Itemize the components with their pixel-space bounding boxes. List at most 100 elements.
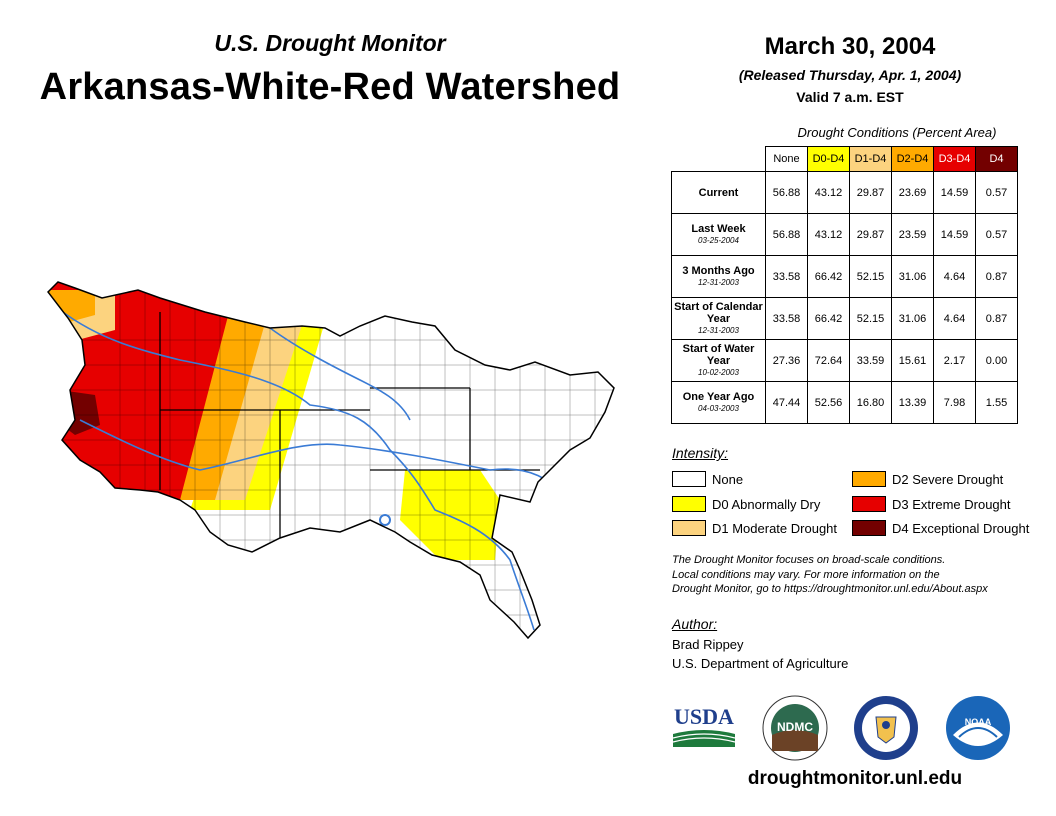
table-row: Start of Calendar Year 12-31-2003 33.58 66.… [671, 297, 1018, 340]
row-label-text: Current [698, 186, 739, 199]
table-cell: 14.59 [933, 213, 976, 256]
table-header-row: None D0-D4 D1-D4 D2-D4 D3-D4 D4 [672, 146, 1018, 172]
legend-label: D0 Abnormally Dry [712, 496, 821, 512]
author-name: Brad Rippey [672, 637, 744, 652]
legend-item-d4: D4 Exceptional Drought [852, 520, 1029, 536]
ndmc-logo-text: NDMC [777, 720, 813, 734]
table-cell: 4.64 [933, 255, 976, 298]
table-cell: 43.12 [807, 213, 850, 256]
table-cell: 0.57 [975, 213, 1018, 256]
table-cell: 29.87 [849, 213, 892, 256]
legend-item-d0: D0 Abnormally Dry [672, 496, 820, 512]
legend-swatch [672, 471, 706, 487]
legend-swatch [672, 496, 706, 512]
table-row: One Year Ago 04-03-2003 47.44 52.56 16.80 13.… [671, 381, 1018, 424]
row-label: One Year Ago 04-03-2003 [671, 381, 766, 424]
row-label: Start of Water Year 10-02-2003 [671, 339, 766, 382]
table-cell: 16.80 [849, 381, 892, 424]
legend-swatch [852, 471, 886, 487]
row-label: 3 Months Ago 12-31-2003 [671, 255, 766, 298]
row-label: Start of Calendar Year 12-31-2003 [671, 297, 766, 340]
table-cell: 0.00 [975, 339, 1018, 382]
author-heading: Author: [672, 616, 718, 632]
legend-label: D4 Exceptional Drought [892, 520, 1030, 536]
legend-label: D3 Extreme Drought [892, 496, 1011, 512]
valid-time: Valid 7 a.m. EST [796, 89, 904, 105]
table-cell: 23.69 [891, 171, 934, 214]
row-label-text: 3 Months Ago [682, 264, 755, 277]
table-row: 3 Months Ago 12-31-2003 33.58 66.42 52.15 31.… [671, 255, 1018, 298]
ndmc-logo: NDMC [762, 695, 828, 761]
doc-seal-logo [854, 696, 918, 760]
table-cell: 23.59 [891, 213, 934, 256]
table-cell: 27.36 [765, 339, 808, 382]
col-header: None [765, 146, 808, 172]
row-label: Last Week 03-25-2004 [671, 213, 766, 256]
table-cell: 66.42 [807, 255, 850, 298]
legend-label: D1 Moderate Drought [712, 520, 838, 536]
disclaimer-note: The Drought Monitor focuses on broad-sca… [672, 553, 1042, 597]
legend-item-d1: D1 Moderate Drought [672, 520, 837, 536]
col-header: D2-D4 [891, 146, 934, 172]
row-date: 12-31-2003 [698, 277, 739, 287]
table-cell: 0.57 [975, 171, 1018, 214]
table-cell: 31.06 [891, 255, 934, 298]
table-corner [672, 147, 766, 172]
row-date: 10-02-2003 [698, 367, 739, 377]
note-line: Local conditions may vary. For more info… [672, 568, 940, 581]
table-cell: 56.88 [765, 213, 808, 256]
col-header: D4 [975, 146, 1018, 172]
table-cell: 29.87 [849, 171, 892, 214]
website-url[interactable]: droughtmonitor.unl.edu [747, 768, 963, 789]
table-cell: 52.15 [849, 255, 892, 298]
row-label: Current [671, 171, 766, 214]
map-subtitle: U.S. Drought Monitor [214, 30, 446, 56]
table-row: Start of Water Year 10-02-2003 27.36 72.64 3… [671, 339, 1018, 382]
table-cell: 56.88 [765, 171, 808, 214]
legend-title: Intensity: [672, 445, 729, 461]
table-cell: 13.39 [891, 381, 934, 424]
row-label-text: Start of Water Year [682, 342, 755, 367]
table-cell: 72.64 [807, 339, 850, 382]
usda-logo: USDA [672, 704, 736, 747]
col-header: D3-D4 [933, 146, 976, 172]
table-cell: 0.87 [975, 297, 1018, 340]
noaa-logo: NOAA [946, 696, 1010, 760]
map-title: Arkansas-White-Red Watershed [39, 66, 621, 108]
legend-item-none: None [672, 471, 743, 487]
note-line: Drought Monitor, go to https://droughtmo… [672, 583, 988, 595]
legend-label: None [712, 471, 744, 487]
watershed-map [47, 281, 615, 639]
table-cell: 0.87 [975, 255, 1018, 298]
table-cell: 15.61 [891, 339, 934, 382]
table-cell: 31.06 [891, 297, 934, 340]
noaa-logo-text: NOAA [965, 717, 992, 727]
table-cell: 47.44 [765, 381, 808, 424]
author-organization: U.S. Department of Agriculture [672, 656, 849, 671]
row-date: 12-31-2003 [698, 325, 739, 335]
release-date: (Released Thursday, Apr. 1, 2004) [738, 67, 962, 83]
row-label-text: Last Week [691, 222, 746, 235]
table-row: Last Week 03-25-2004 56.88 43.12 29.87 23.59 1… [671, 213, 1018, 256]
table-cell: 4.64 [933, 297, 976, 340]
table-row: Current 56.88 43.12 29.87 23.69 14.59 0.57 [671, 171, 1018, 214]
legend-swatch [852, 520, 886, 536]
legend-swatch [852, 496, 886, 512]
table-title: Drought Conditions (Percent Area) [797, 125, 997, 140]
table-cell: 66.42 [807, 297, 850, 340]
table-cell: 2.17 [933, 339, 976, 382]
col-header: D1-D4 [849, 146, 892, 172]
legend-swatch [672, 520, 706, 536]
table-cell: 1.55 [975, 381, 1018, 424]
legend-item-d2: D2 Severe Drought [852, 471, 1003, 487]
table-cell: 7.98 [933, 381, 976, 424]
note-line: The Drought Monitor focuses on broad-sca… [672, 554, 946, 566]
row-date: 03-25-2004 [698, 235, 739, 245]
row-label-text: One Year Ago [682, 390, 755, 403]
legend-item-d3: D3 Extreme Drought [852, 496, 1011, 512]
drought-stats-table: None D0-D4 D1-D4 D2-D4 D3-D4 D4 Current 5… [671, 146, 1018, 424]
table-cell: 33.58 [765, 297, 808, 340]
table-cell: 52.56 [807, 381, 850, 424]
row-label-text: Start of Calendar Year [674, 300, 763, 325]
usda-logo-text: USDA [674, 704, 734, 729]
